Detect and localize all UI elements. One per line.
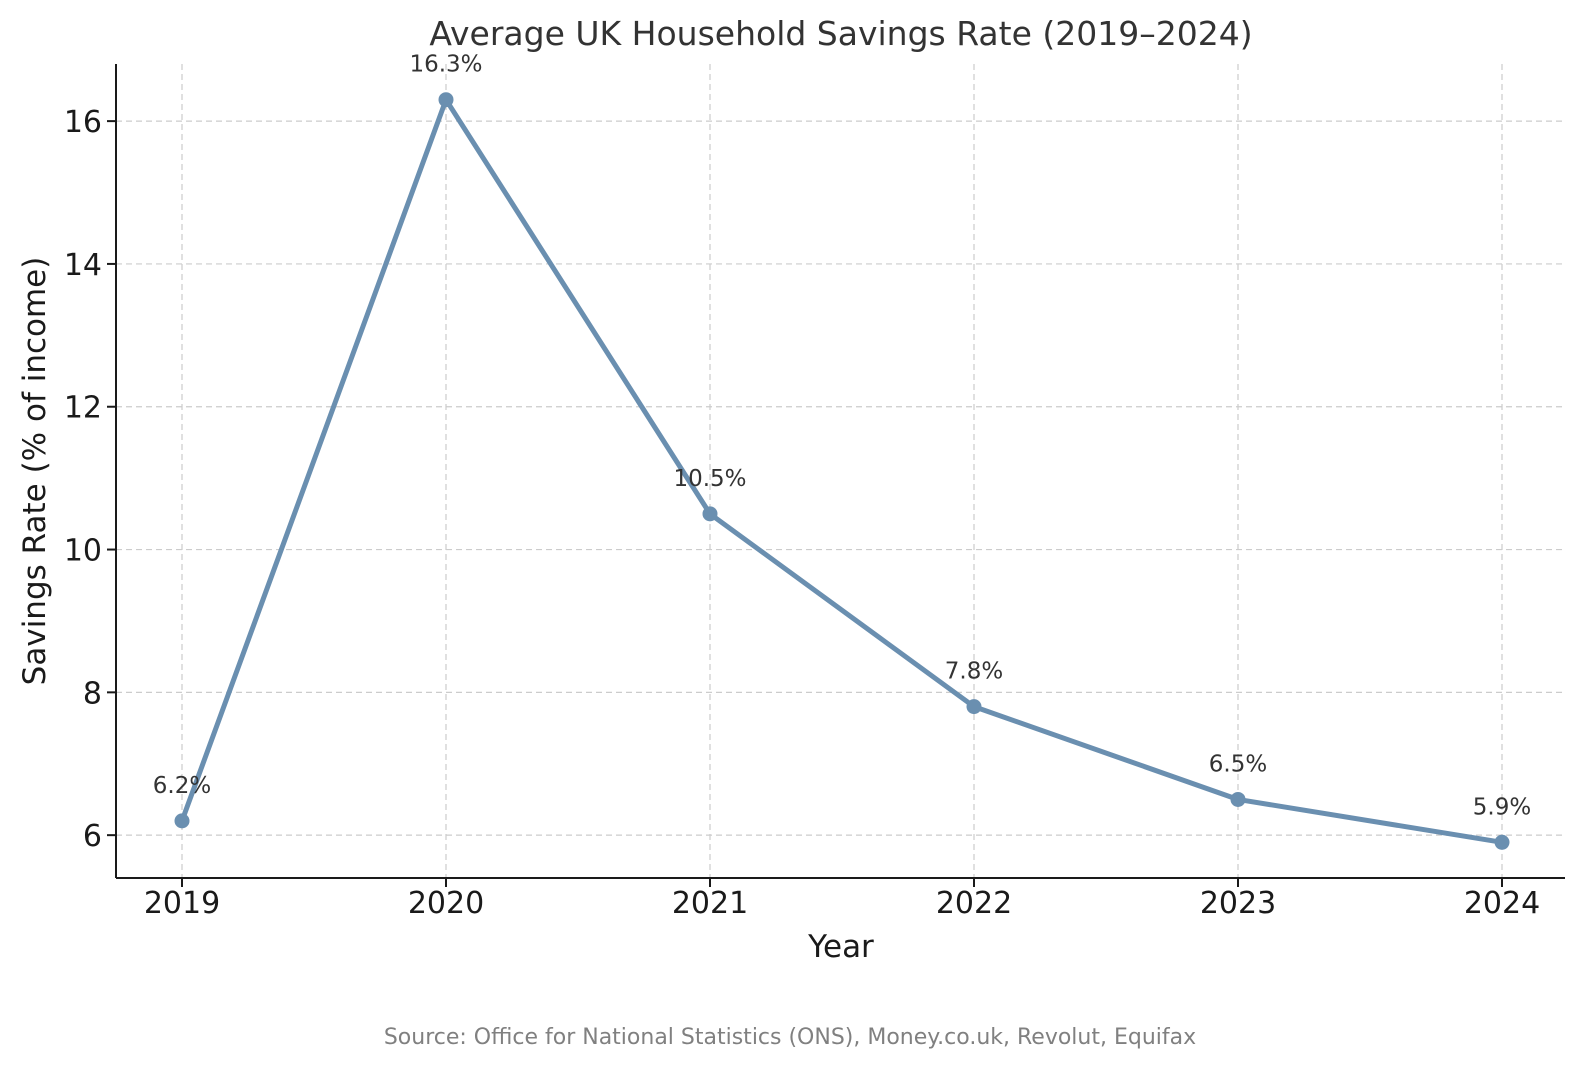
data-point: [1230, 791, 1246, 807]
x-tick-label: 2020: [408, 886, 484, 921]
y-tick-label: 8: [83, 676, 102, 711]
source-note: Source: Office for National Statistics (…: [384, 1025, 1196, 1050]
data-point: [1494, 834, 1510, 850]
data-label: 7.8%: [945, 659, 1003, 685]
data-labels: 6.2% 16.3% 10.5% 7.8% 6.5% 5.9%: [153, 52, 1531, 821]
data-point: [702, 506, 718, 522]
data-label: 10.5%: [673, 466, 746, 492]
series-line: [179, 97, 1505, 845]
data-point: [174, 813, 190, 829]
data-point: [438, 92, 454, 108]
y-tick-label: 6: [83, 819, 102, 854]
x-axis-title: Year: [807, 929, 874, 965]
data-label: 6.5%: [1209, 751, 1267, 777]
series: [174, 92, 1510, 850]
x-tick-label: 2019: [144, 886, 220, 921]
y-tick-label: 16: [64, 105, 102, 140]
x-tick-label: 2023: [1200, 886, 1276, 921]
x-tick-label: 2024: [1464, 886, 1540, 921]
y-tick-label: 12: [64, 391, 102, 426]
x-tick-label: 2022: [936, 886, 1012, 921]
y-tick-label: 10: [64, 534, 102, 569]
data-label: 6.2%: [153, 773, 211, 799]
y-tick-label: 14: [64, 248, 102, 283]
data-label: 16.3%: [409, 52, 482, 78]
ticks: 6 8 10 12 14 16 2019 2020 2021 2022 2023 2024: [64, 105, 1540, 921]
axes: [115, 64, 1565, 879]
data-label: 5.9%: [1473, 794, 1531, 820]
x-tick-label: 2021: [672, 886, 748, 921]
grid: [116, 64, 1565, 878]
y-axis-title: Savings Rate (% of income): [17, 257, 53, 686]
chart-title: Average UK Household Savings Rate (2019–…: [429, 14, 1252, 53]
data-point: [966, 699, 982, 715]
